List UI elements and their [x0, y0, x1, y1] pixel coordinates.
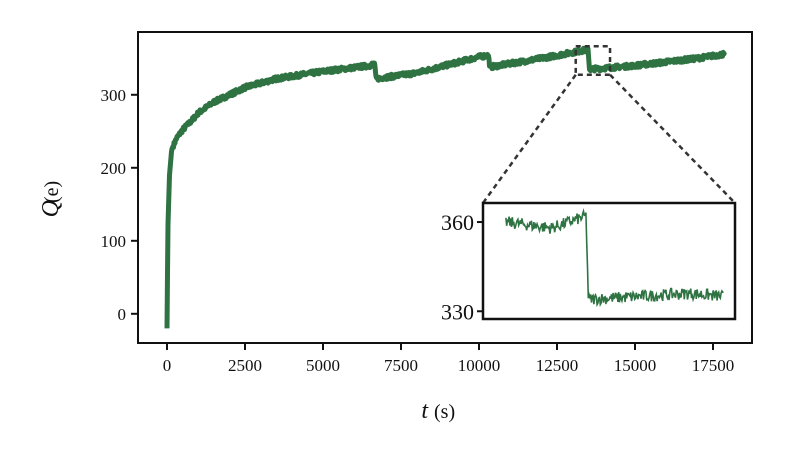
y-tick-label: 100 [101, 232, 127, 251]
connector-line [481, 74, 577, 204]
x-tick-label: 7500 [384, 356, 418, 375]
data-line [164, 45, 727, 329]
x-tick-label: 12500 [536, 356, 579, 375]
inset-frame [481, 201, 737, 321]
x-tick-label: 5000 [306, 356, 340, 375]
inset-y-tick-label: 330 [441, 299, 474, 324]
inset-y-tick-label: 360 [441, 210, 474, 235]
y-tick-label: 200 [101, 159, 127, 178]
x-tick-label: 2500 [228, 356, 262, 375]
x-tick-label: 0 [163, 356, 172, 375]
y-tick-label: 0 [118, 305, 127, 324]
connector-line [609, 73, 736, 204]
zoom-box [574, 45, 612, 77]
inset-plot: 330 360 [441, 201, 737, 324]
y-axis-label-var: Q [38, 200, 64, 217]
plot-frame [137, 31, 753, 344]
main-plot: 0 2500 5000 7500 10000 12500 15000 17500 0 100 200… [101, 31, 753, 375]
x-axis-label-unit: (s) [434, 401, 455, 423]
x-tick-label: 10000 [458, 356, 501, 375]
y-axis-label-unit: (e) [41, 181, 63, 203]
x-tick-label: 17500 [692, 356, 735, 375]
y-tick-label: 300 [101, 86, 127, 105]
inset-data-line [505, 208, 724, 308]
x-axis-label-var: t [421, 398, 429, 424]
x-tick-label: 15000 [614, 356, 657, 375]
